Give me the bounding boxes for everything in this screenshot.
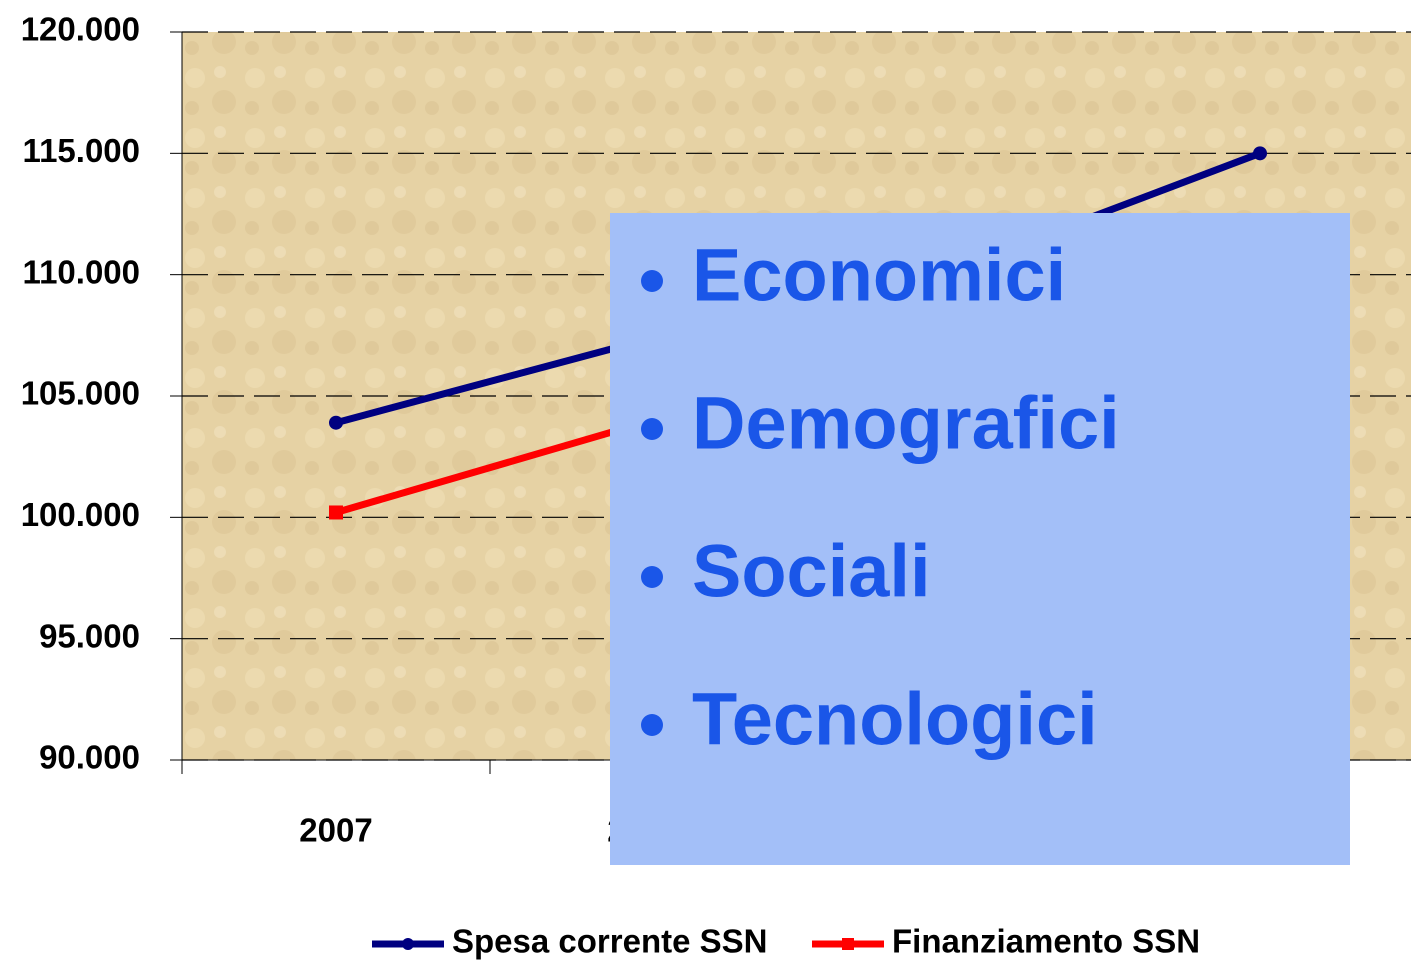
legend-marker xyxy=(842,938,854,950)
legend-marker xyxy=(402,938,414,950)
bullet xyxy=(641,270,663,292)
point xyxy=(1253,146,1267,161)
point xyxy=(329,505,343,520)
y-tick-label: 105.000 xyxy=(21,375,140,412)
y-tick-label: 110.000 xyxy=(23,253,140,290)
bullet xyxy=(641,566,663,588)
bullet xyxy=(641,418,663,440)
overlay-box xyxy=(610,213,1350,865)
annotation: Demografici xyxy=(692,382,1120,465)
y-tick-label: 120.000 xyxy=(21,11,140,48)
x-tick-label: 2007 xyxy=(299,812,372,849)
annotation: Sociali xyxy=(692,530,931,613)
legend-label: Finanziamento SSN xyxy=(892,923,1200,960)
annotation: Economici xyxy=(692,234,1066,317)
point xyxy=(329,415,343,430)
legend-label: Spesa corrente SSN xyxy=(452,923,767,960)
y-tick-label: 95.000 xyxy=(39,617,140,654)
y-tick-label: 90.000 xyxy=(39,739,140,776)
annotation: Tecnologici xyxy=(692,678,1098,761)
bullet xyxy=(641,714,663,736)
y-tick-label: 100.000 xyxy=(21,496,140,533)
y-tick-label: 115.000 xyxy=(23,132,140,169)
